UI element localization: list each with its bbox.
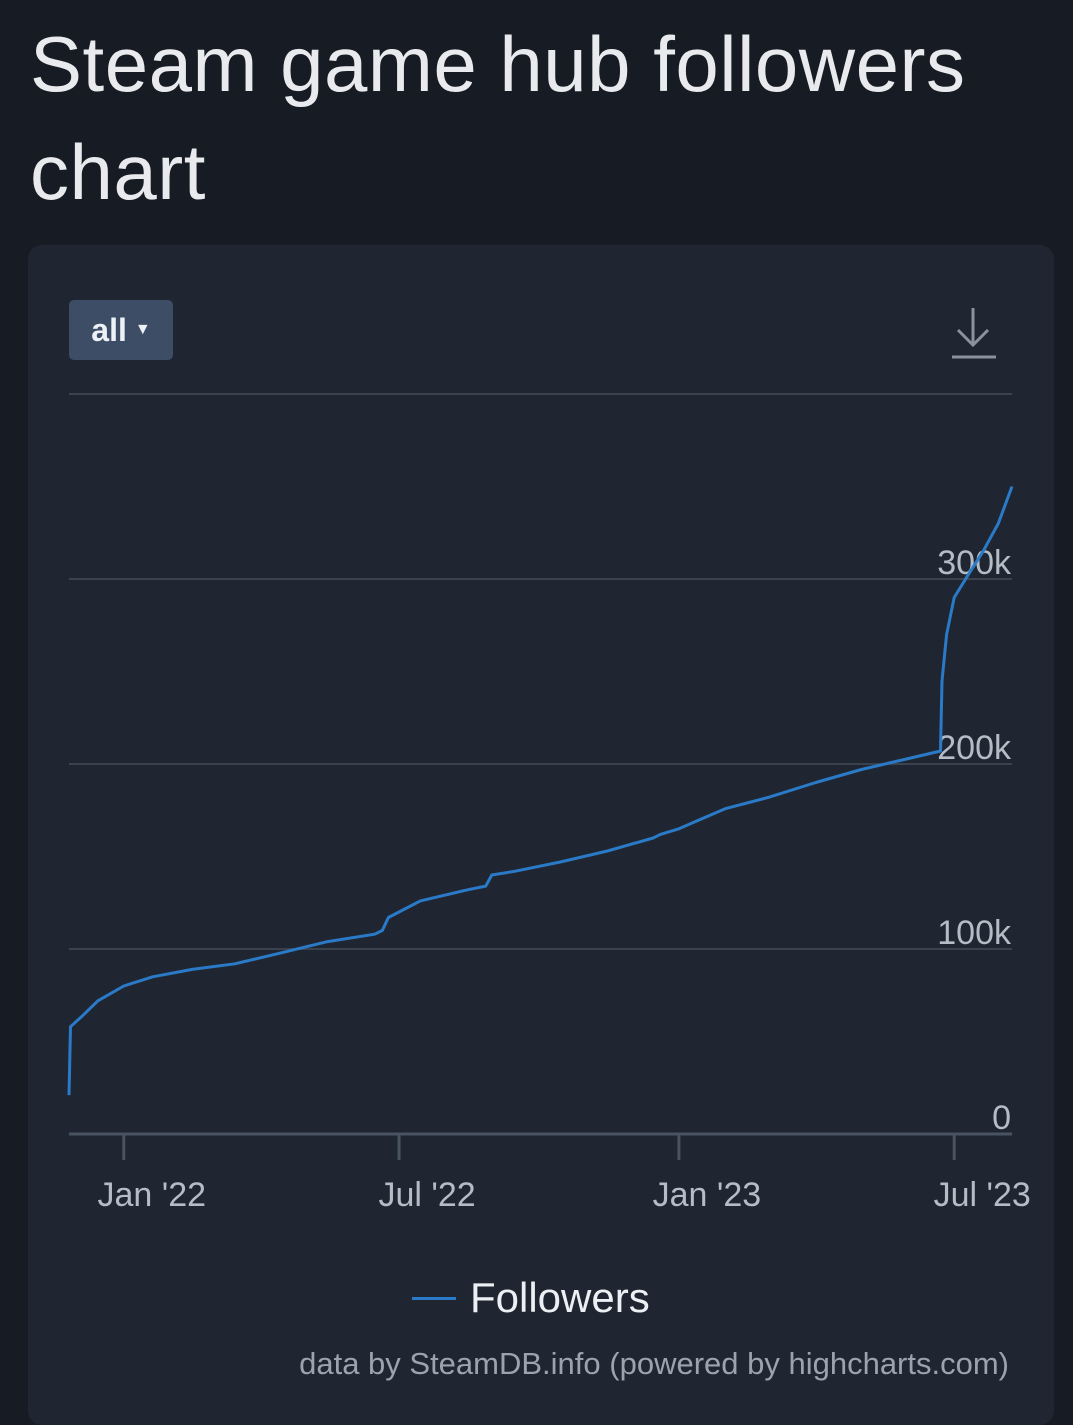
- legend-label: Followers: [470, 1274, 650, 1321]
- series-layer: [67, 485, 1014, 1096]
- y-tick-label: 0: [992, 1099, 1011, 1137]
- download-button[interactable]: [946, 300, 1002, 364]
- y-tick-label: 200k: [937, 729, 1012, 767]
- series-line-followers: [67, 485, 1014, 1096]
- range-selector-label: all: [91, 311, 127, 348]
- x-tick-label: Jan '23: [653, 1176, 762, 1214]
- x-axis: Jan '22 Jul '22 Jan '23 Jul '23: [69, 1132, 1031, 1214]
- y-tick-label: 100k: [937, 914, 1012, 952]
- legend-swatch: [412, 1296, 456, 1300]
- credits-link[interactable]: data by SteamDB.info (powered by highcha…: [299, 1346, 1009, 1381]
- x-tick-label: Jul '22: [378, 1176, 475, 1214]
- range-selector-button[interactable]: all ▼: [69, 300, 173, 360]
- legend-item-followers[interactable]: Followers: [412, 1274, 650, 1322]
- x-tick-label: Jan '22: [97, 1176, 206, 1214]
- x-tick-label: Jul '23: [934, 1176, 1031, 1214]
- grid-layer: [69, 393, 1012, 950]
- chart-card: [28, 245, 1054, 1425]
- download-icon: [952, 308, 996, 359]
- chevron-down-icon: ▼: [134, 321, 151, 338]
- page-title: Steam game hub followers chart: [30, 20, 966, 216]
